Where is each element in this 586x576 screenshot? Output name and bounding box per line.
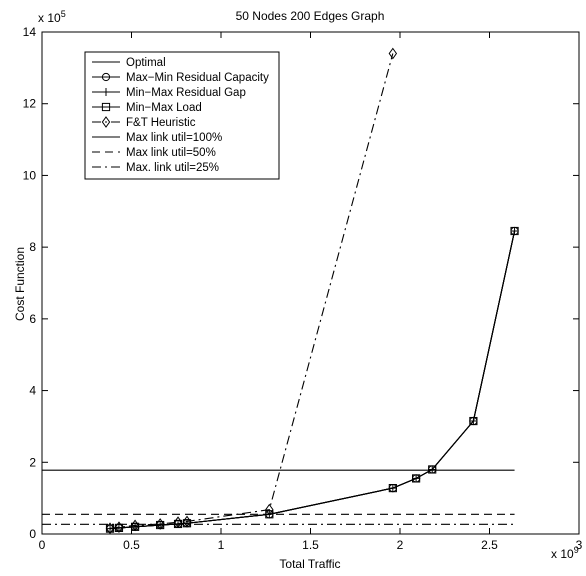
legend-label: Optimal: [126, 57, 166, 69]
plot-area: 0 0.5 1 1.5 2 2.5 3 0 2 4 6 8 10 12 14: [23, 25, 583, 552]
x-exponent-label: x 109: [551, 545, 579, 561]
legend: Optimal Max−Min Residual Capacity Min−Max …: [84, 51, 280, 180]
series-line: [109, 53, 394, 529]
legend-entry: Min−Max Residual Gap: [92, 87, 246, 99]
data-point: [469, 416, 478, 426]
data-point: [105, 522, 115, 535]
data-point: [155, 518, 165, 530]
chart-title: 50 Nodes 200 Edges Graph: [236, 9, 385, 23]
y-tick-label: 12: [23, 97, 37, 111]
x-tick-label: 1: [218, 538, 225, 552]
y-axis-label: Cost Function: [13, 247, 27, 321]
ticks-layer: 0 0.5 1 1.5 2 2.5 3 0 2 4 6 8 10 12 14: [23, 25, 583, 552]
legend-entry: Max link util=50%: [92, 147, 216, 159]
data-point: [388, 484, 397, 493]
legend-entry: Optimal: [92, 57, 166, 69]
legend-label: Max. link util=25%: [126, 162, 219, 174]
y-exponent-power: 5: [61, 9, 66, 19]
series-layer: [42, 47, 519, 535]
legend-entry: Max link util=100%: [92, 132, 222, 144]
legend-label: Min−Max Load: [126, 102, 202, 114]
legend-label: Max−Min Residual Capacity: [126, 72, 269, 84]
data-point: [173, 516, 183, 529]
y-tick-label: 6: [29, 312, 36, 326]
x-exponent-power: 9: [574, 545, 579, 555]
y-tick-label: 4: [29, 384, 36, 398]
x-tick-label: 0: [39, 538, 46, 552]
legend-label: F&T Heuristic: [126, 117, 196, 129]
y-tick-label: 14: [23, 25, 37, 39]
y-exponent-base: x 10: [38, 11, 61, 25]
legend-entry: F&T Heuristic: [92, 116, 196, 129]
y-tick-label: 10: [23, 168, 37, 182]
data-point: [510, 227, 519, 236]
data-point: [412, 474, 421, 483]
legend-entry: Max. link util=25%: [92, 162, 219, 174]
data-point: [388, 47, 398, 60]
legend-entry: Max−Min Residual Capacity: [92, 72, 269, 84]
legend-entry: Min−Max Load: [92, 102, 202, 114]
legend-marker: [102, 88, 110, 96]
legend-marker: [101, 102, 111, 112]
data-point: [114, 521, 124, 534]
data-point: [182, 515, 192, 528]
legend-label: Min−Max Residual Gap: [126, 87, 246, 99]
y-exponent-label: x 105: [38, 9, 66, 25]
x-axis-label: Total Traffic: [279, 557, 340, 571]
y-tick-label: 8: [29, 240, 36, 254]
x-tick-label: 3: [576, 538, 583, 552]
legend-marker: [101, 72, 111, 82]
data-point: [130, 519, 140, 532]
x-tick-label: 2.5: [481, 538, 498, 552]
series-f-t-heuristic: [105, 47, 398, 535]
legend-marker: [101, 116, 111, 128]
x-exponent-base: x 10: [551, 547, 574, 561]
x-tick-label: 2: [397, 538, 404, 552]
x-tick-label: 0.5: [123, 538, 140, 552]
data-point: [510, 226, 519, 236]
data-point: [428, 465, 437, 474]
legend-label: Max link util=50%: [126, 147, 216, 159]
legend-box: [84, 51, 280, 180]
y-tick-label: 2: [29, 455, 36, 469]
x-tick-label: 1.5: [302, 538, 319, 552]
legend-label: Max link util=100%: [126, 132, 222, 144]
y-tick-label: 0: [29, 527, 36, 541]
